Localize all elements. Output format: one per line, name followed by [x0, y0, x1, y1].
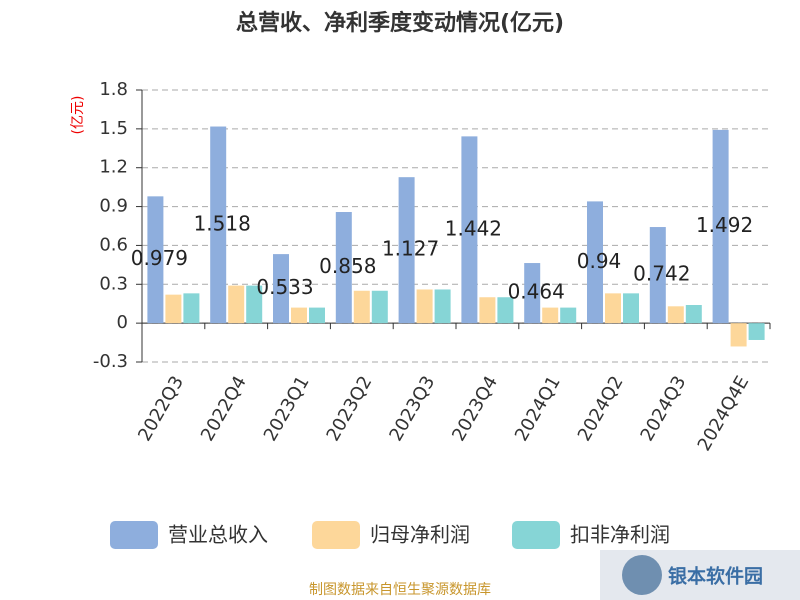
bar	[273, 254, 289, 324]
legend-label: 归母净利润	[370, 523, 470, 547]
data-label: 0.742	[633, 262, 690, 286]
bar	[353, 290, 370, 324]
bar	[165, 294, 182, 324]
data-label: 0.979	[131, 246, 188, 270]
y-tick-label: 1.8	[99, 79, 128, 100]
bar	[649, 227, 666, 324]
data-label: 1.442	[445, 216, 502, 240]
data-label: 0.94	[577, 249, 622, 273]
data-label: 0.858	[319, 254, 376, 278]
x-tick-label: 2023Q1	[260, 373, 314, 445]
bar	[748, 323, 765, 340]
y-tick-label: 1.2	[99, 157, 128, 178]
bar	[560, 307, 577, 324]
bar	[587, 201, 603, 324]
x-tick-label: 2024Q4E	[694, 373, 754, 455]
data-label: 1.492	[696, 213, 753, 237]
x-tick-label: 2024Q2	[574, 373, 628, 445]
x-tick-label: 2023Q4	[448, 373, 502, 445]
watermark: 银本软件园	[668, 565, 763, 588]
bar	[183, 293, 200, 324]
legend-swatch	[110, 521, 158, 549]
x-tick-label: 2024Q3	[637, 373, 691, 445]
y-tick-label: 0.3	[99, 273, 128, 294]
y-tick-label: 1.5	[99, 118, 128, 139]
y-tick-label: 0	[117, 312, 128, 333]
bar	[416, 289, 433, 324]
y-tick-label: -0.3	[93, 351, 128, 372]
bar	[524, 263, 541, 324]
y-tick-label: 0.6	[99, 234, 128, 255]
bar	[246, 285, 263, 324]
legend-label: 扣非净利润	[570, 523, 670, 547]
source: 制图数据来自恒生聚源数据库	[309, 582, 491, 598]
bar	[712, 129, 729, 324]
bar	[685, 305, 702, 324]
bar	[497, 297, 514, 324]
x-tick-label: 2024Q1	[511, 373, 565, 445]
x-tick-label: 2022Q4	[197, 373, 251, 445]
data-label: 1.518	[194, 211, 251, 235]
legend-label: 营业总收入	[168, 523, 268, 547]
bar	[291, 307, 307, 324]
legend-swatch	[512, 521, 560, 549]
bar	[309, 307, 325, 324]
bar	[623, 293, 639, 324]
bar	[210, 126, 227, 324]
legend-swatch	[312, 521, 360, 549]
data-label: 0.533	[256, 275, 313, 299]
x-tick-label: 2022Q3	[134, 373, 188, 445]
bar	[398, 177, 415, 324]
chart-title: 总营收、净利季度变动情况(亿元)	[236, 10, 564, 36]
bar	[461, 136, 478, 324]
y-tick-label: 0.9	[99, 196, 128, 217]
bar	[730, 323, 747, 347]
watermark-logo	[622, 555, 662, 595]
bar	[434, 289, 451, 324]
bar	[335, 212, 352, 324]
data-label: 1.127	[382, 237, 439, 261]
bar	[147, 196, 164, 324]
bar	[371, 290, 388, 324]
x-tick-label: 2023Q3	[385, 373, 439, 445]
bar	[605, 293, 621, 324]
bar	[667, 306, 684, 324]
data-label: 0.464	[508, 280, 565, 304]
bar	[479, 297, 496, 324]
y-axis-label: (亿元)	[70, 96, 86, 135]
bar	[228, 285, 245, 324]
bar	[542, 307, 559, 324]
x-tick-label: 2023Q2	[323, 373, 377, 445]
